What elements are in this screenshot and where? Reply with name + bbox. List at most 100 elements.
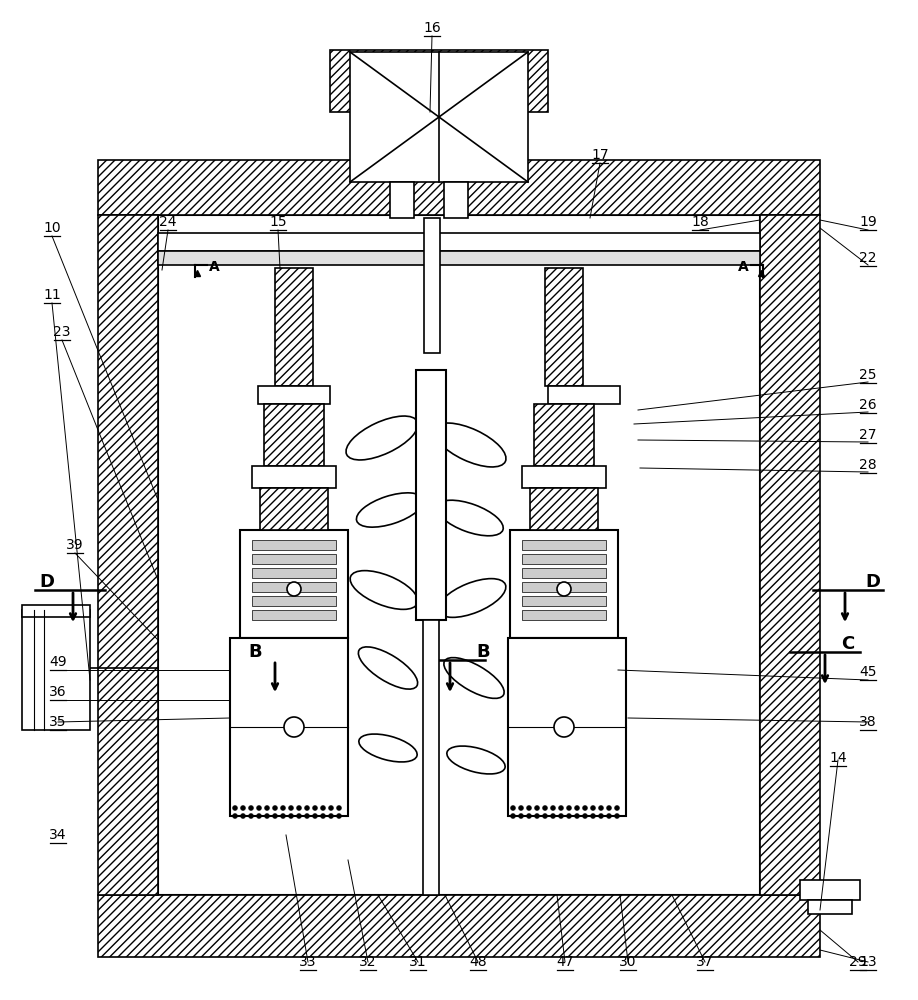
- Circle shape: [519, 814, 523, 818]
- Circle shape: [566, 806, 572, 810]
- Circle shape: [287, 582, 301, 596]
- Text: 48: 48: [469, 955, 487, 969]
- Bar: [158, 251, 760, 265]
- Circle shape: [232, 806, 238, 810]
- Text: B: B: [476, 643, 490, 661]
- Circle shape: [519, 806, 523, 810]
- Circle shape: [510, 806, 516, 810]
- Circle shape: [337, 806, 341, 810]
- Text: A: A: [209, 260, 219, 274]
- Circle shape: [614, 806, 620, 810]
- Circle shape: [256, 814, 262, 818]
- Ellipse shape: [447, 746, 505, 774]
- Text: 32: 32: [359, 955, 376, 969]
- Circle shape: [583, 806, 588, 810]
- Bar: [522, 540, 606, 550]
- Bar: [530, 488, 598, 530]
- Text: 17: 17: [591, 148, 609, 162]
- Circle shape: [281, 806, 285, 810]
- Bar: [22, 610, 90, 730]
- Bar: [508, 638, 626, 816]
- Bar: [350, 52, 528, 182]
- Text: 16: 16: [423, 21, 441, 35]
- Bar: [98, 895, 820, 957]
- Bar: [522, 610, 606, 620]
- Bar: [390, 182, 414, 218]
- Text: C: C: [842, 635, 855, 653]
- Text: 24: 24: [159, 215, 177, 229]
- Text: 33: 33: [299, 955, 317, 969]
- Circle shape: [551, 806, 555, 810]
- Bar: [522, 466, 606, 488]
- Bar: [252, 610, 336, 620]
- Bar: [760, 215, 820, 895]
- Circle shape: [543, 814, 547, 818]
- Text: 30: 30: [620, 955, 637, 969]
- Bar: [98, 215, 158, 895]
- Text: 35: 35: [50, 715, 67, 729]
- Text: 15: 15: [269, 215, 286, 229]
- Bar: [252, 596, 336, 606]
- Bar: [252, 582, 336, 592]
- Circle shape: [273, 806, 277, 810]
- Ellipse shape: [438, 579, 506, 617]
- Ellipse shape: [346, 416, 418, 460]
- Text: A: A: [738, 260, 749, 274]
- Circle shape: [599, 806, 603, 810]
- Circle shape: [249, 814, 253, 818]
- Circle shape: [312, 814, 318, 818]
- Bar: [423, 620, 439, 895]
- Circle shape: [558, 814, 564, 818]
- Bar: [522, 568, 606, 578]
- Bar: [98, 160, 820, 215]
- Text: 26: 26: [859, 398, 877, 412]
- Circle shape: [284, 717, 304, 737]
- Circle shape: [273, 814, 277, 818]
- Text: 45: 45: [859, 665, 877, 679]
- Bar: [522, 596, 606, 606]
- Circle shape: [607, 814, 611, 818]
- Text: 18: 18: [691, 215, 709, 229]
- Bar: [264, 404, 324, 466]
- Circle shape: [527, 814, 532, 818]
- Bar: [330, 50, 548, 112]
- Bar: [158, 233, 760, 251]
- Text: 25: 25: [859, 368, 877, 382]
- Bar: [275, 268, 313, 386]
- Text: D: D: [866, 573, 880, 591]
- Circle shape: [554, 717, 574, 737]
- Circle shape: [329, 806, 333, 810]
- Circle shape: [241, 814, 245, 818]
- Circle shape: [232, 814, 238, 818]
- Bar: [158, 215, 760, 895]
- Ellipse shape: [350, 571, 418, 609]
- Circle shape: [590, 806, 596, 810]
- Circle shape: [241, 806, 245, 810]
- Circle shape: [288, 814, 294, 818]
- Circle shape: [312, 806, 318, 810]
- Bar: [800, 880, 860, 900]
- Text: 13: 13: [859, 955, 877, 969]
- Circle shape: [614, 814, 620, 818]
- Bar: [534, 404, 594, 466]
- Text: 34: 34: [50, 828, 67, 842]
- Circle shape: [510, 814, 516, 818]
- Circle shape: [264, 806, 270, 810]
- Bar: [240, 530, 348, 638]
- Circle shape: [329, 814, 333, 818]
- Text: 38: 38: [859, 715, 877, 729]
- Bar: [522, 582, 606, 592]
- Bar: [545, 268, 583, 386]
- Circle shape: [320, 814, 326, 818]
- Circle shape: [249, 806, 253, 810]
- Text: 11: 11: [43, 288, 61, 302]
- Bar: [252, 554, 336, 564]
- Ellipse shape: [358, 647, 418, 689]
- Text: 22: 22: [859, 251, 877, 265]
- Text: 49: 49: [50, 655, 67, 669]
- Text: 31: 31: [409, 955, 427, 969]
- Text: 14: 14: [829, 751, 846, 765]
- Circle shape: [575, 806, 579, 810]
- Bar: [230, 638, 348, 816]
- Bar: [808, 900, 852, 914]
